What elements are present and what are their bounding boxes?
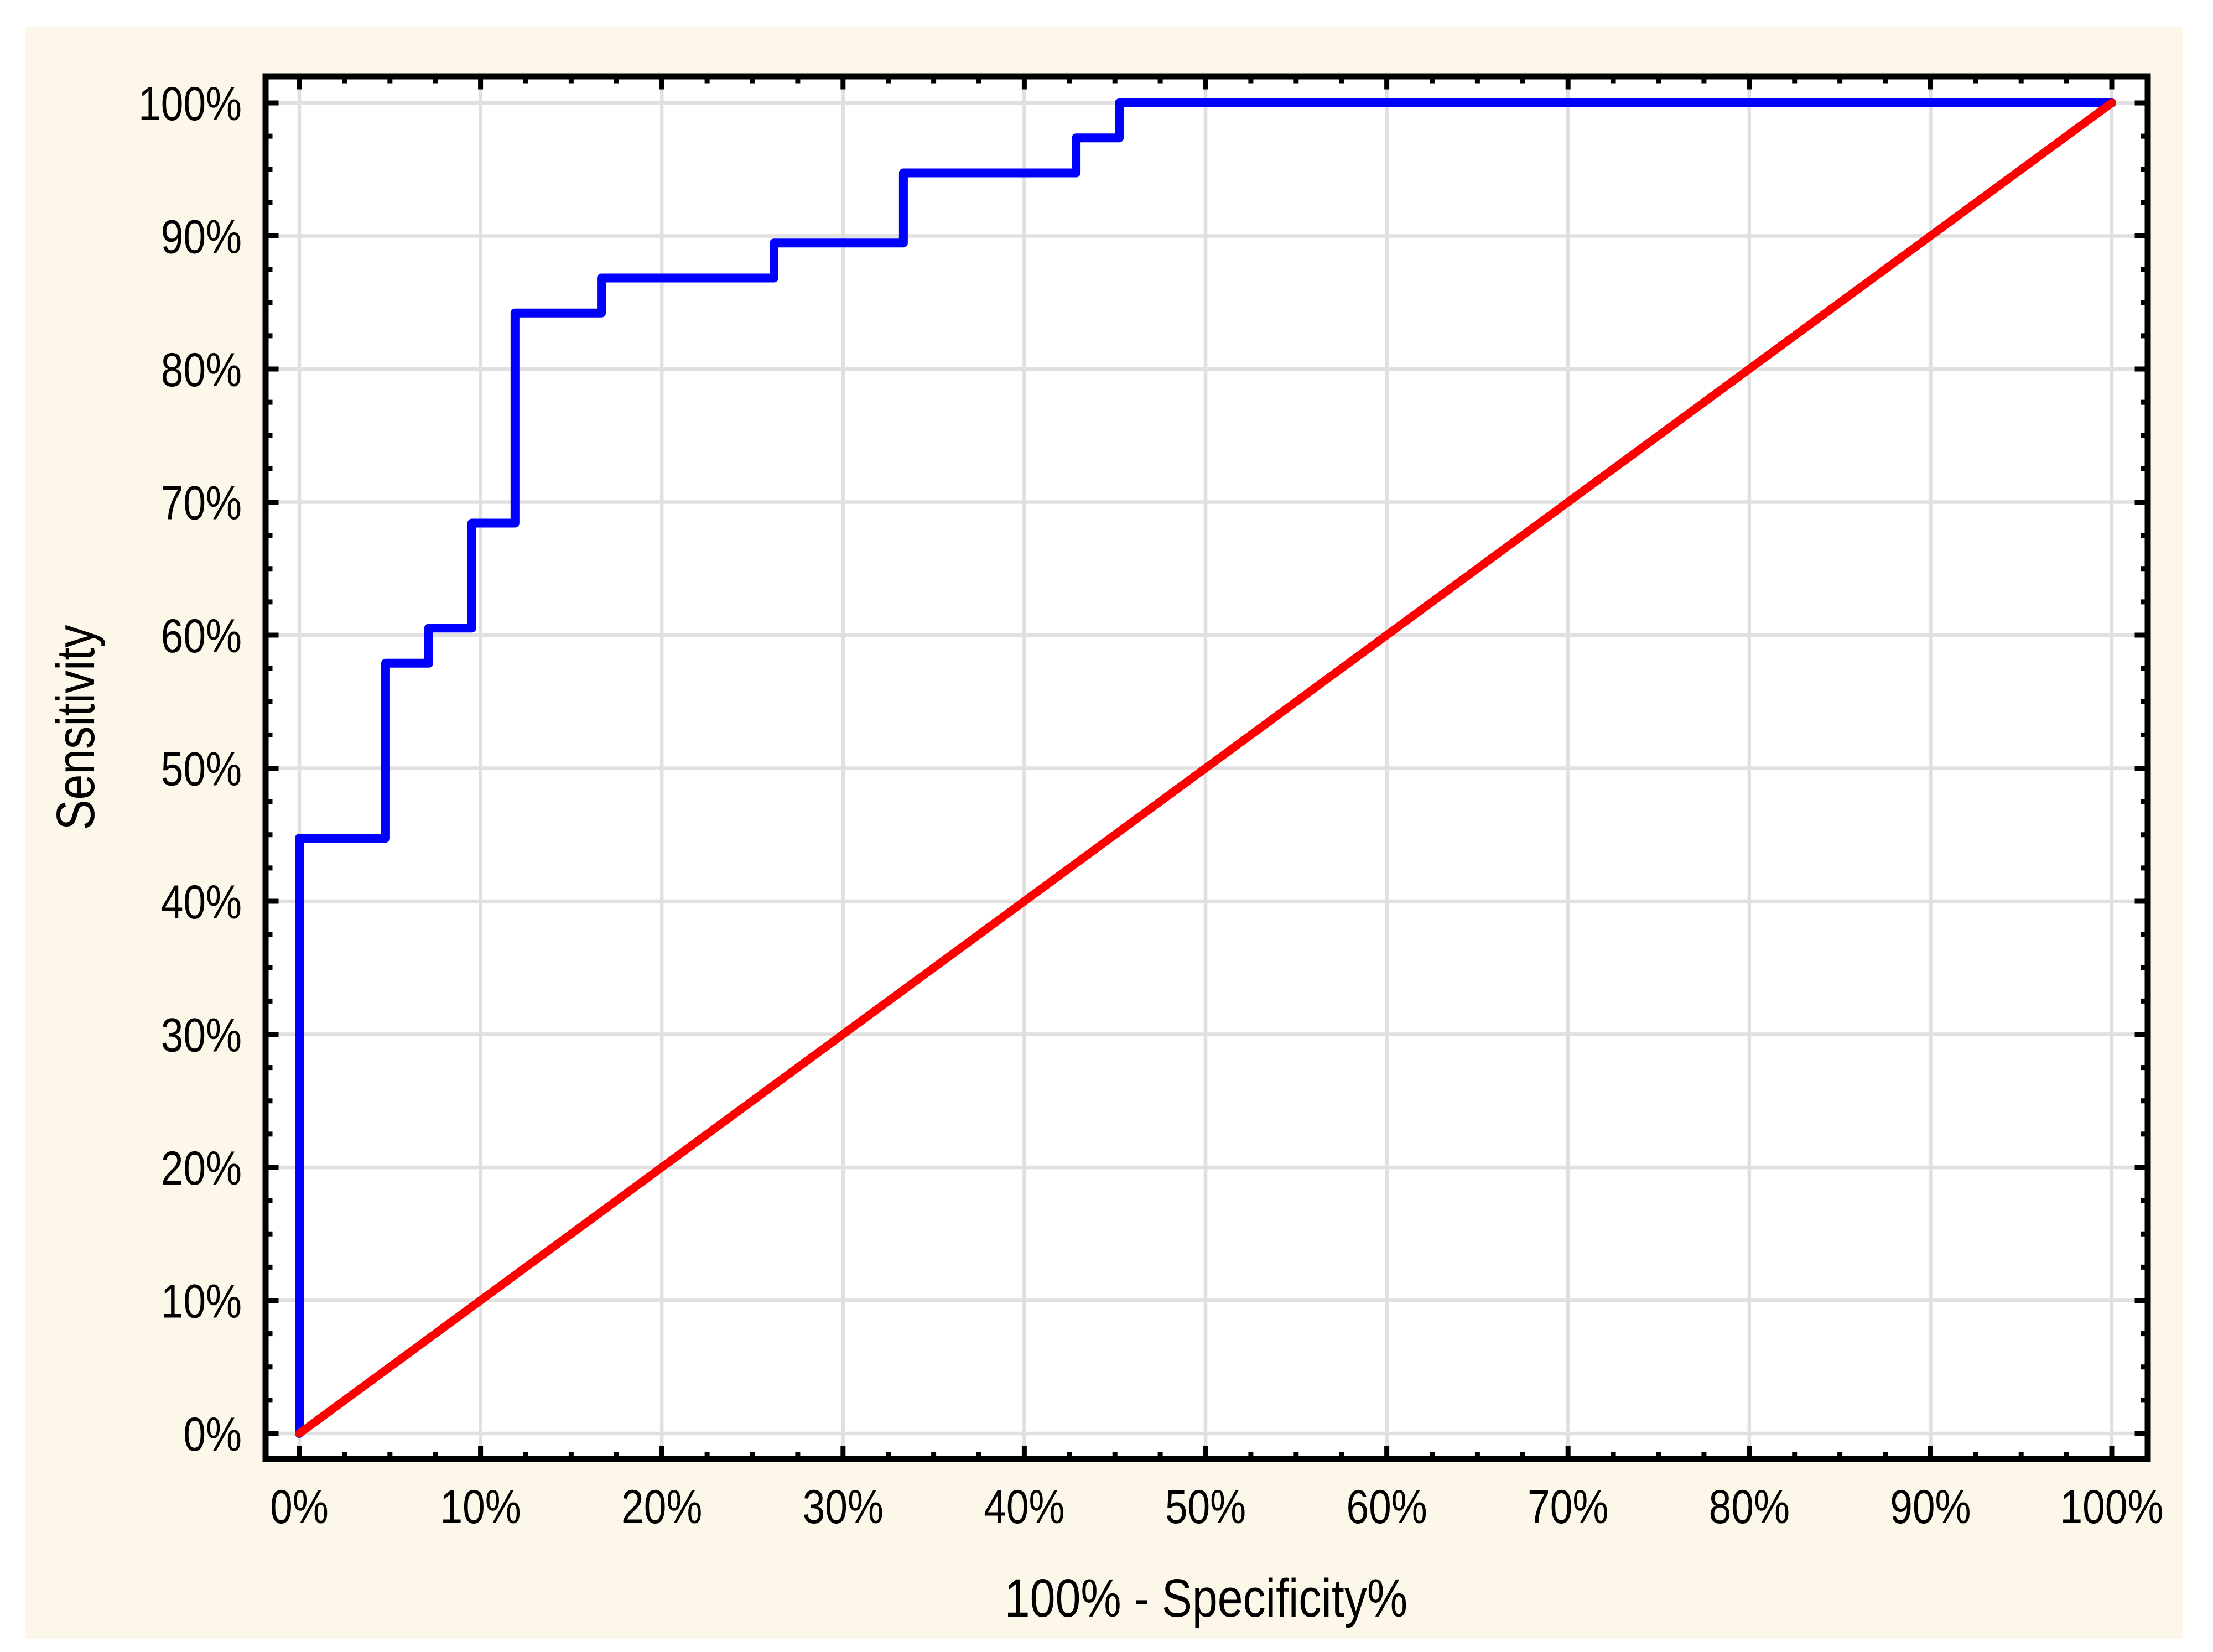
x-tick-label: 100%: [2060, 1480, 2164, 1533]
y-tick-label: 80%: [161, 343, 242, 396]
y-tick-label: 90%: [161, 210, 242, 263]
x-tick-label: 50%: [1165, 1480, 1246, 1533]
x-axis-title: 100% - Specificity%: [1005, 1569, 1407, 1629]
plot-frame: [262, 73, 2151, 1462]
y-tick-label: 20%: [161, 1141, 242, 1194]
x-tick-label: 10%: [440, 1480, 521, 1533]
gridlines: [268, 79, 2145, 1456]
roc-curve-line: [295, 98, 2116, 1438]
y-tick-label: 0%: [183, 1407, 242, 1461]
x-tick-label: 60%: [1346, 1480, 1427, 1533]
x-tick-label: 90%: [1890, 1480, 1971, 1533]
reference-diagonal-line: [295, 98, 2116, 1438]
y-tick-label: 50%: [161, 742, 242, 796]
x-tick-label: 30%: [803, 1480, 884, 1533]
y-tick-label: 60%: [161, 609, 242, 662]
x-tick-label: 0%: [270, 1480, 329, 1533]
x-tick-label: 20%: [621, 1480, 702, 1533]
y-tick-label: 40%: [161, 875, 242, 928]
tick-labels: 0% 10% 20% 30% 40% 50% 60% 70% 80% 90% 100% 0% 10% 20…: [138, 77, 2163, 1533]
y-tick-label: 70%: [161, 476, 242, 529]
ticks: [266, 76, 2148, 1459]
x-tick-label: 80%: [1709, 1480, 1790, 1533]
y-tick-label: 30%: [161, 1009, 242, 1062]
y-tick-label: 10%: [161, 1275, 242, 1328]
y-axis-title: Sensitivity: [46, 625, 106, 830]
x-tick-label: 40%: [984, 1480, 1064, 1533]
x-tick-label: 70%: [1528, 1480, 1608, 1533]
y-tick-label: 100%: [138, 77, 242, 130]
